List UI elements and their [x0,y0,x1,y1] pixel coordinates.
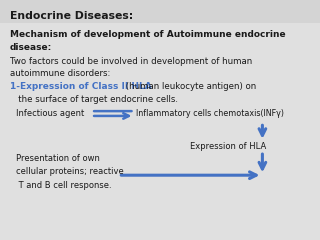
Text: 1-Expression of Class II HLA: 1-Expression of Class II HLA [10,82,151,91]
Text: (human leukocyte antigen) on: (human leukocyte antigen) on [123,82,256,91]
FancyBboxPatch shape [0,0,320,23]
Text: autoimmune disorders:: autoimmune disorders: [10,69,110,78]
Text: disease:: disease: [10,43,52,53]
Text: Two factors could be involved in development of human: Two factors could be involved in develop… [10,57,252,66]
Text: cellular proteins; reactive: cellular proteins; reactive [16,167,124,176]
Text: T and B cell response.: T and B cell response. [16,181,112,190]
Text: Expression of HLA: Expression of HLA [190,142,267,151]
Text: Mechanism of development of Autoimmune endocrine: Mechanism of development of Autoimmune e… [10,30,285,39]
Text: Infectious agent: Infectious agent [16,109,84,119]
Text: Endocrine Diseases:: Endocrine Diseases: [10,11,133,21]
Text: Inflammatory cells chemotaxis(INFγ): Inflammatory cells chemotaxis(INFγ) [136,109,284,119]
Text: the surface of target endocrine cells.: the surface of target endocrine cells. [10,95,178,104]
Text: Presentation of own: Presentation of own [16,154,100,163]
